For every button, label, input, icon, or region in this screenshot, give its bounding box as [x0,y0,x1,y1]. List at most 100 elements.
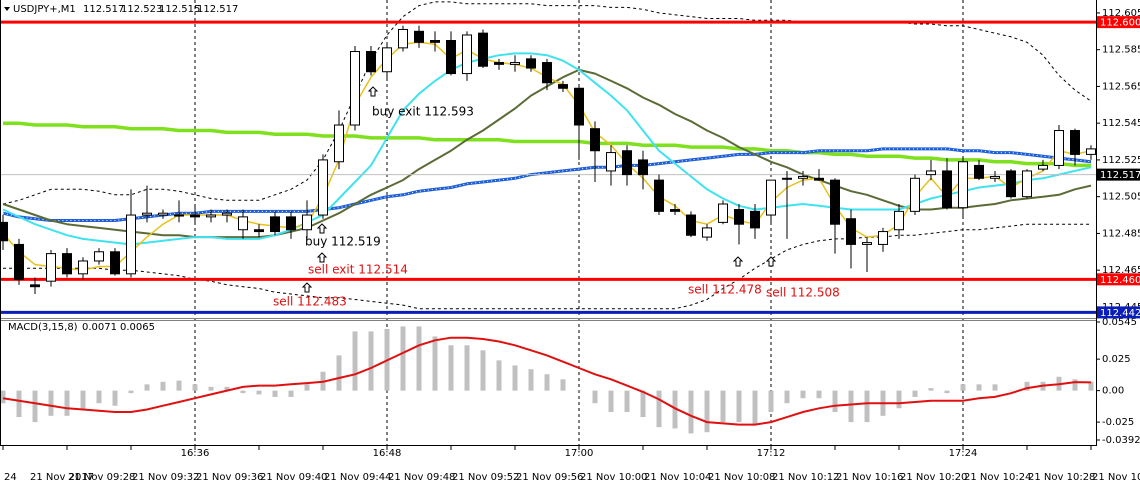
macd-bar [112,390,118,406]
macd-bar [720,390,726,423]
arrow-icon [301,282,313,293]
x-tick-label: 21 Nov 10:3 [1092,472,1140,483]
candle-body [430,40,440,43]
candle-body [1086,148,1096,155]
candle-body [478,32,488,67]
candle-body [542,62,552,84]
local-time-label: 16:48 [373,448,402,459]
local-time-label: 17:24 [949,448,978,459]
x-tick-label: 21 Nov 09:56 [516,472,583,483]
candle-body [1038,164,1048,170]
macd-bar [496,360,502,391]
candle-body [254,229,264,233]
candle-body [702,227,712,238]
indicator-value: 0.0071 [82,322,117,333]
macd-bar [688,390,694,434]
candle-body [142,212,152,216]
macd-bar [928,388,934,391]
candle-body [846,218,856,245]
candle-body [446,40,456,75]
y-tick-label: 112.545 [1102,118,1140,129]
indicator-line [3,121,1091,168]
price-box-label: 112.517 [1100,170,1140,181]
header-icon [4,7,10,11]
macd-bar [656,390,662,428]
y-tick-label: 112.485 [1102,228,1140,239]
x-tick-label: 21 Nov 09:52 [452,472,519,483]
macd-bar [768,390,774,413]
macd-bar [992,384,998,391]
y-tick-label: -0.025 [1102,417,1134,428]
macd-bar [416,326,422,391]
y-tick-label: 0.0545 [1102,317,1137,328]
candle-body [366,51,376,73]
macd-bar [704,390,710,433]
candle-body [638,159,648,176]
x-tick-label: 21 Nov 10:16 [836,472,903,483]
candle-body [350,51,360,126]
candle-body [110,251,120,275]
candle-body [238,216,248,231]
macd-bar [960,384,966,391]
candle-body [942,170,952,209]
macd-bar [1088,381,1094,391]
candle-body [782,177,792,180]
trade-annotation: buy exit 112.593 [372,105,474,119]
candle-body [718,203,728,223]
macd-bar [736,390,742,423]
candle-body [334,124,344,163]
x-tick-label: 21 Nov 09:32 [132,472,199,483]
candle-body [910,177,920,212]
x-tick-label: 21 Nov 09:48 [388,472,455,483]
plot-area: buy exit 112.593 buy 112.519 sell exit 112… [0,0,1096,445]
macd-bar [544,374,550,391]
trade-annotation: sell 112.508 [766,286,840,300]
candle-body [126,214,136,275]
candle-body [318,159,328,216]
candle-body [494,62,504,65]
candle-body [398,28,408,49]
header-value: 112.515 [159,4,200,15]
candle-body [14,243,24,280]
candle-body [78,260,88,275]
candle-body [510,62,520,65]
candle-body [654,179,664,212]
candle-body [30,284,40,288]
macd-bar [144,384,150,391]
candle-body [974,164,984,179]
macd-bar [64,390,70,416]
indicator-line [3,223,1091,310]
macd-bar [128,390,134,394]
arrow-icon [765,256,777,267]
candle-body [590,128,600,152]
macd-bar [80,390,86,410]
y-tick-label: 112.525 [1102,155,1140,166]
macd-bar [48,390,54,416]
candle-body [190,214,200,218]
y-tick-label: 0.025 [1102,354,1131,365]
candle-body [830,179,840,225]
indicator-value: 0.0065 [120,322,155,333]
local-time-label: 17:12 [757,448,786,459]
arrow-icon [732,256,744,267]
arrow-icon [316,223,328,234]
macd-bar [176,380,182,391]
candle-body [174,214,184,217]
candle-body [558,84,568,89]
macd-bar [1072,379,1078,391]
candle-body [670,209,680,212]
candle-body [862,242,872,245]
y-tick-label: 112.605 [1102,8,1140,19]
x-tick-label: 21 Nov 09:28 [68,472,135,483]
macd-bar [848,390,854,423]
candle-body [894,210,904,231]
y-tick-label: 112.505 [1102,192,1140,203]
macd-bar [640,390,646,418]
arrow-icon [367,86,379,97]
macd-bar [624,390,630,413]
arrow-icon [316,252,328,263]
indicator-title: MACD(3,15,8) [8,322,78,333]
macd-bar [816,390,822,399]
indicator-line-dots [2,148,1092,221]
candle-body [46,253,56,282]
